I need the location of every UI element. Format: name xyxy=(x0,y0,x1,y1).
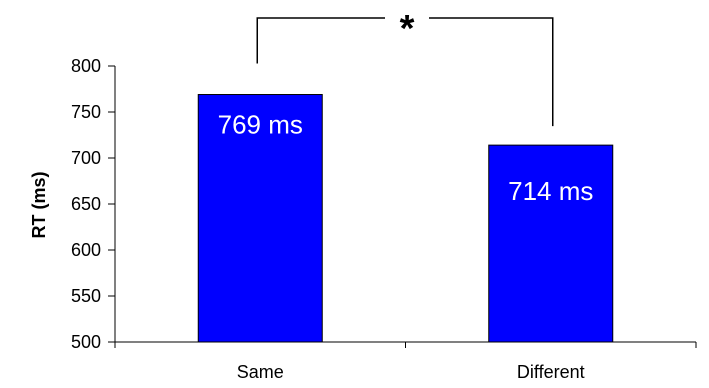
y-tick-label: 750 xyxy=(71,102,101,122)
x-category-label: Different xyxy=(517,362,585,382)
y-axis-label: RT (ms) xyxy=(29,171,49,238)
significance-bracket-right xyxy=(429,17,554,127)
y-axis-ticks: 500 550 600 650 700 750 800 xyxy=(71,56,115,352)
y-tick-label: 800 xyxy=(71,56,101,76)
y-tick-label: 700 xyxy=(71,148,101,168)
y-tick-label: 550 xyxy=(71,286,101,306)
y-tick-label: 600 xyxy=(71,240,101,260)
bar-different xyxy=(488,144,614,343)
bar-data-labels: 769 ms 714 ms xyxy=(218,110,594,207)
y-tick-label: 650 xyxy=(71,194,101,214)
x-category-label: Same xyxy=(237,362,284,382)
bar-data-label: 714 ms xyxy=(508,176,593,206)
y-tick-label: 500 xyxy=(71,332,101,352)
x-axis-ticks xyxy=(114,342,697,348)
bar-same xyxy=(197,94,323,343)
category-labels: Same Different xyxy=(237,362,585,382)
significance-marker: * xyxy=(400,8,415,50)
bars xyxy=(197,94,614,343)
bar-data-label: 769 ms xyxy=(218,110,303,140)
significance-bracket-left xyxy=(256,17,385,64)
